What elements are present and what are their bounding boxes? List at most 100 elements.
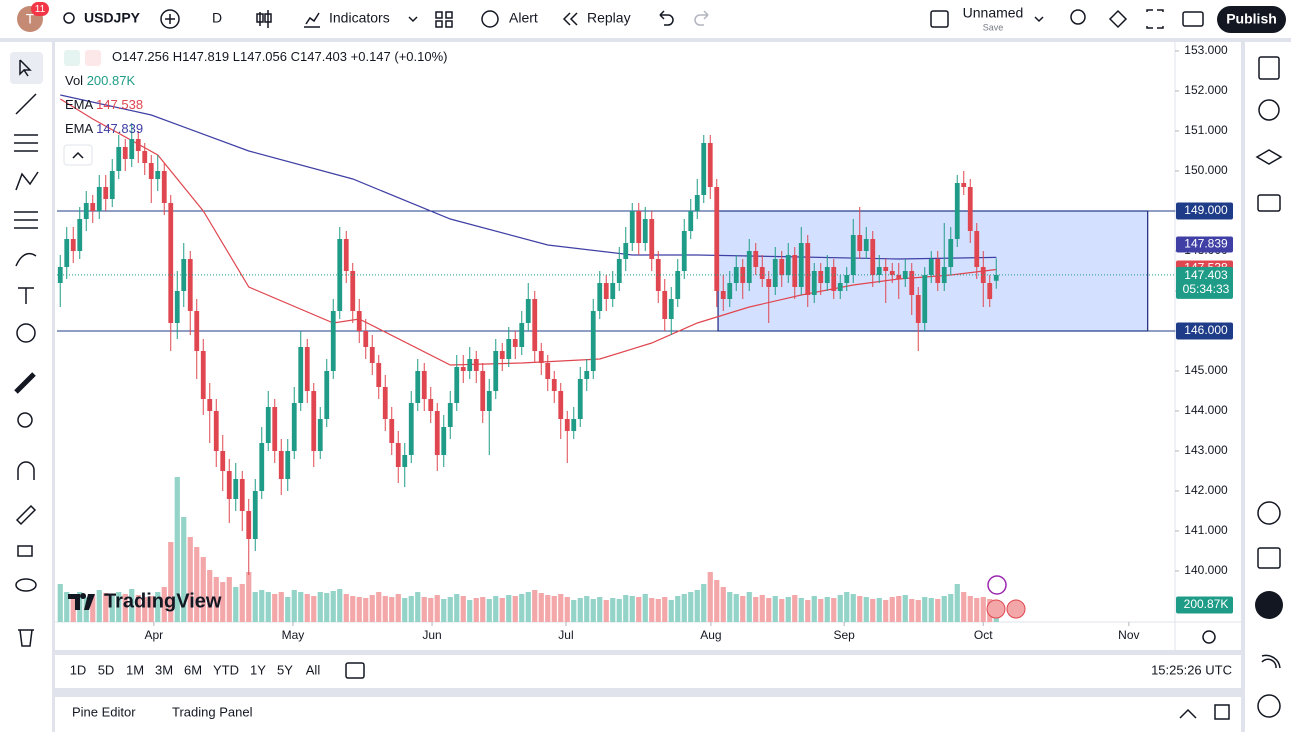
calendar[interactable] — [1257, 547, 1281, 569]
search-icon[interactable] — [63, 12, 75, 24]
candle-body — [967, 187, 973, 231]
trash-tool[interactable] — [18, 629, 34, 647]
chevron[interactable] — [1034, 16, 1044, 23]
range-button[interactable]: 6M — [184, 662, 202, 677]
ideas[interactable] — [1257, 501, 1281, 525]
settings[interactable] — [1108, 9, 1128, 29]
lock-drawings[interactable] — [15, 504, 37, 526]
data-window[interactable] — [1255, 149, 1283, 165]
event-flag[interactable] — [1006, 599, 1026, 619]
symbol[interactable]: USDJPY — [84, 10, 141, 26]
range-button[interactable]: All — [306, 662, 321, 677]
alerts[interactable] — [1258, 99, 1280, 121]
replay[interactable]: Replay — [587, 10, 631, 26]
collapse-legend[interactable] — [63, 144, 93, 166]
candle-body — [857, 235, 863, 251]
fib-tool[interactable] — [14, 134, 38, 152]
range-button[interactable]: YTD — [213, 662, 239, 677]
clock[interactable]: 15:25:26 UTC — [1151, 662, 1232, 677]
volume-bar — [831, 598, 837, 622]
magnet-tool[interactable] — [17, 461, 35, 480]
range-button[interactable]: 5Y — [277, 662, 293, 677]
zoom-tool[interactable] — [17, 412, 33, 428]
hide-tool[interactable] — [15, 578, 37, 592]
events-icon[interactable] — [987, 575, 1007, 595]
candle-body — [311, 391, 317, 451]
volume-bar — [649, 598, 655, 622]
add-symbol[interactable] — [160, 9, 180, 29]
chats[interactable] — [1257, 194, 1281, 212]
candle-body — [616, 259, 622, 283]
chevron[interactable] — [408, 16, 418, 23]
candle-body — [460, 367, 466, 371]
candle-body — [96, 187, 102, 211]
range-button[interactable]: 1Y — [250, 662, 266, 677]
products[interactable] — [1255, 591, 1283, 619]
alert[interactable]: Alert — [509, 10, 538, 26]
cursor-tool[interactable] — [19, 59, 32, 77]
candle-body — [220, 451, 226, 471]
axes: 140.000 141.000 142.000 143.000 144.000 145.0… — [145, 43, 1233, 642]
volume-bar — [382, 596, 388, 622]
volume-bar — [642, 594, 648, 622]
left-toolbar — [0, 42, 52, 732]
interval[interactable]: D — [212, 10, 222, 26]
indicators-icon[interactable] — [304, 12, 320, 28]
redo[interactable] — [694, 10, 709, 26]
candle-body — [174, 291, 180, 323]
layout-name[interactable]: Unnamed — [963, 5, 1024, 21]
tab[interactable]: Trading Panel — [172, 704, 253, 719]
undo[interactable] — [659, 10, 674, 26]
volume-bar — [142, 597, 148, 622]
event-flag[interactable] — [986, 599, 1006, 619]
volume-bar — [616, 599, 622, 622]
volume-bar — [311, 596, 317, 622]
text-tool[interactable] — [18, 287, 34, 304]
y-tick-label: 145.000 — [1184, 363, 1228, 377]
emoji-tool[interactable] — [16, 323, 36, 343]
snapshot[interactable] — [1182, 11, 1204, 27]
axis-settings[interactable] — [1202, 630, 1216, 644]
indicators[interactable]: Indicators — [329, 10, 390, 26]
tab[interactable]: Pine Editor — [72, 704, 136, 719]
replay-icon[interactable] — [562, 12, 578, 26]
range-button[interactable]: 1M — [126, 662, 144, 677]
range-button[interactable]: 5D — [98, 662, 115, 677]
alert-icon[interactable] — [481, 10, 499, 28]
publish-button[interactable] — [1217, 6, 1286, 33]
ema-value: 147.839 — [96, 121, 143, 136]
trend-line-tool[interactable] — [15, 93, 37, 115]
quick-search[interactable] — [1070, 9, 1086, 25]
volume-bar — [278, 592, 284, 622]
watchlist[interactable] — [1258, 56, 1280, 80]
volume-bar — [792, 595, 798, 622]
streams[interactable] — [1261, 654, 1281, 669]
avatar-letter: T — [26, 11, 35, 27]
layout-checkbox[interactable] — [930, 10, 949, 28]
prediction-tool[interactable] — [14, 211, 38, 229]
ruler-tool[interactable] — [14, 372, 36, 394]
brush-tool[interactable] — [15, 252, 37, 267]
l-value: 147.056 — [240, 49, 287, 64]
goto-date[interactable] — [345, 662, 365, 679]
volume-bar — [818, 599, 824, 622]
fullscreen[interactable] — [1146, 9, 1164, 29]
candle-body — [376, 363, 382, 387]
layouts-icon[interactable] — [435, 11, 453, 28]
volume-bar — [402, 598, 408, 622]
save[interactable]: Save — [983, 22, 1004, 32]
range-button[interactable]: 1D — [70, 662, 87, 677]
chart-type[interactable] — [256, 10, 272, 28]
candle-body — [733, 267, 739, 283]
help[interactable] — [1257, 694, 1281, 718]
range-button[interactable]: 3M — [155, 662, 173, 677]
panel-toggle[interactable] — [1179, 708, 1197, 719]
lock-tool[interactable] — [17, 545, 33, 557]
volume-bar — [766, 598, 772, 622]
candle-body — [961, 183, 967, 187]
panel-maximize[interactable] — [1214, 704, 1230, 720]
candle-body — [519, 323, 525, 347]
legend-eye[interactable] — [64, 50, 80, 66]
legend-sync[interactable] — [85, 50, 101, 66]
pattern-tool[interactable] — [15, 171, 39, 191]
